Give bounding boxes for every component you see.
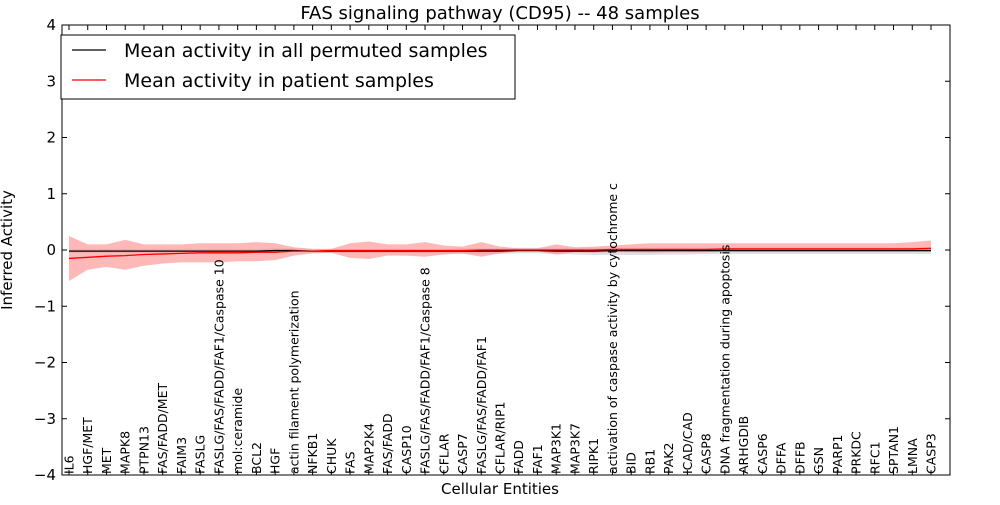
x-tick-label: FAIM3	[174, 437, 189, 474]
x-tick-label: actin filament polymerization	[286, 290, 301, 474]
series-lines	[68, 247, 932, 260]
x-tick-label: FASLG/FAS/FADD/FAF1	[474, 336, 489, 474]
x-tick-label: ARHGDIB	[736, 416, 751, 474]
x-tick-label: FASLG/FAS/FADD/FAF1/Caspase 8	[418, 267, 433, 474]
legend-label-patient: Mean activity in patient samples	[124, 70, 434, 92]
y-tick-label: −4	[34, 466, 56, 484]
x-tick-label: FAS/FADD/MET	[155, 383, 170, 474]
x-tick-label: NFKB1	[305, 433, 320, 474]
chart-title: FAS signaling pathway (CD95) -- 48 sampl…	[300, 3, 699, 24]
y-tick-label: −2	[34, 354, 56, 372]
x-tick-label: CASP8	[699, 433, 714, 474]
plot-frame	[61, 24, 951, 476]
x-tick-label: PRKDC	[849, 431, 864, 474]
x-tick-label: FASLG	[193, 435, 208, 474]
legend-label-permuted: Mean activity in all permuted samples	[124, 40, 487, 62]
confidence-bands	[69, 235, 931, 281]
y-tick-label: −1	[34, 297, 56, 315]
x-tick-label: MAP2K4	[361, 423, 376, 474]
x-tick-label: DFFB	[792, 441, 807, 474]
x-tick-label: MAP3K1	[549, 423, 564, 474]
y-tick-label: 2	[46, 129, 56, 147]
x-tick-label: FASLG/FAS/FADD/FAF1/Caspase 10	[211, 259, 226, 474]
x-tick-label: BID	[624, 452, 639, 474]
y-tick-label: 1	[46, 185, 56, 203]
x-tick-marks	[68, 25, 932, 475]
x-tick-labels: IL6 HGF/MET MET MAPK8 PTPN13 FAS/FADD/MET FAIM…	[62, 183, 939, 474]
line-series-1	[68, 247, 932, 260]
x-tick-label: activation of caspase activity by cytoch…	[605, 183, 620, 474]
x-tick-label: FAS	[343, 451, 358, 474]
x-tick-label: LMNA	[905, 438, 920, 474]
x-tick-label: BCL2	[249, 442, 264, 474]
x-axis-label: Cellular Entities	[441, 480, 559, 498]
x-tick-label: MAPK8	[118, 431, 133, 474]
x-tick-label: FAF1	[530, 444, 545, 474]
x-tick-label: DNA fragmentation during apoptosis	[717, 245, 732, 474]
x-tick-label: CFLAR/RIP1	[493, 402, 508, 474]
x-tick-label: CASP3	[924, 433, 939, 474]
x-tick-label: CASP10	[399, 425, 414, 474]
y-axis-label: Inferred Activity	[0, 190, 16, 310]
y-tick-label: 3	[46, 72, 56, 90]
line-series-0	[69, 249, 931, 252]
x-tick-label: SPTAN1	[886, 426, 901, 474]
x-tick-label: MAP3K7	[567, 423, 582, 474]
x-tick-label: PARP1	[830, 435, 845, 474]
y-tick-label: 4	[46, 16, 56, 34]
x-tick-label: GSN	[811, 447, 826, 474]
x-tick-label: ICAD/CAD	[680, 412, 695, 474]
x-tick-label: CHUK	[324, 438, 339, 474]
band-series-1	[69, 235, 931, 281]
x-tick-label: CFLAR	[436, 433, 451, 474]
x-tick-label: HGF/MET	[80, 417, 95, 474]
x-tick-label: CASP7	[455, 433, 470, 474]
x-tick-label: FAS/FADD	[380, 413, 395, 474]
legend-box	[60, 34, 516, 100]
y-tick-label: 0	[46, 241, 56, 259]
y-tick-label: −3	[34, 410, 56, 428]
x-tick-label: RB1	[642, 449, 657, 474]
x-tick-label: CASP6	[755, 433, 770, 474]
x-tick-label: HGF	[268, 448, 283, 474]
y-tick-labels: −4 −3 −2 −1 0 1 2 3 4	[34, 16, 56, 484]
x-tick-label: IL6	[62, 455, 77, 474]
x-tick-label: RIPK1	[586, 438, 601, 474]
legend: Mean activity in all permuted samples Me…	[60, 34, 516, 100]
x-tick-label: mol:ceramide	[230, 388, 245, 474]
x-tick-label: PTPN13	[136, 426, 151, 474]
x-tick-label: DFFA	[774, 442, 789, 474]
x-tick-label: RFC1	[867, 441, 882, 474]
x-tick-label: FADD	[511, 440, 526, 474]
x-tick-label: MET	[99, 447, 114, 474]
x-tick-label: PAK2	[661, 443, 676, 474]
